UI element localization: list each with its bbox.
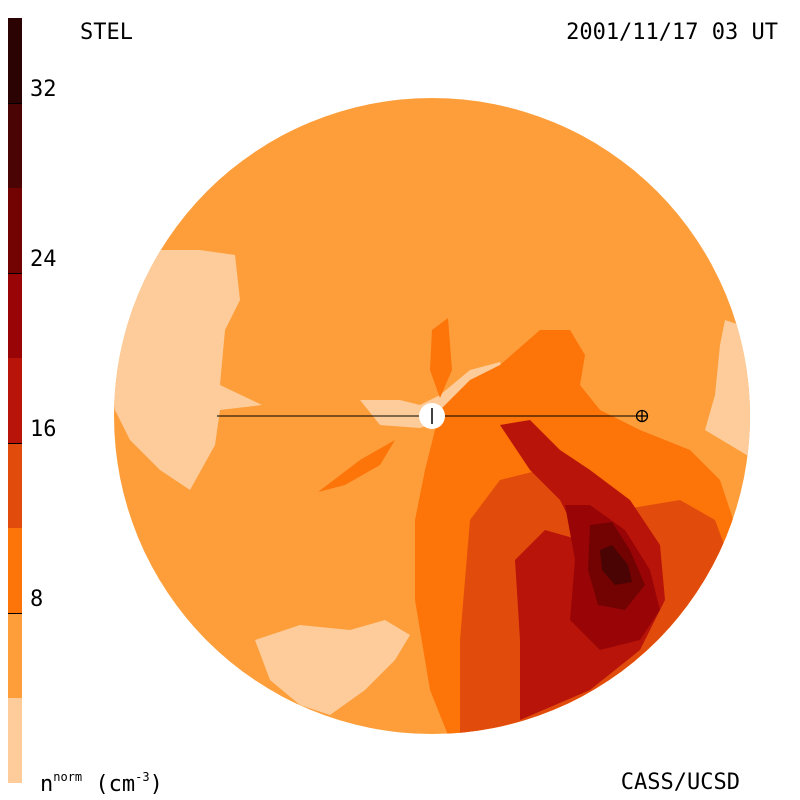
low-density-region-east [705,320,750,460]
colorbar [8,18,22,783]
colorbar-segment [8,188,22,273]
colorbar-segment [8,698,22,783]
colorbar-segment [8,443,22,528]
density-spike-north [430,318,452,398]
colorbar-segment [8,528,22,613]
colorbar-tick-label: 24 [30,247,57,272]
colorbar-tick-label: 16 [30,417,57,442]
colorbar-tick-mark [8,613,22,614]
low-density-region-sun [360,362,505,428]
colorbar-segment [8,103,22,188]
colorbar-tick-mark [8,103,22,104]
unit-label: nnorm (cm-3) [40,770,163,797]
low-density-region-south [255,620,410,715]
timestamp-label: 2001/11/17 03 UT [566,20,778,45]
colorbar-segment [8,18,22,103]
earth-icon [635,409,649,423]
credit-label: CASS/UCSD [620,770,740,795]
colorbar-tick-label: 8 [30,587,44,612]
colorbar-tick-label: 32 [30,77,57,102]
instrument-label: STEL [80,20,133,45]
colorbar-segment [8,273,22,358]
density-spike-southwest [318,440,395,492]
colorbar-tick-mark [8,443,22,444]
density-region-28-32 [600,545,632,585]
colorbar-segment [8,613,22,698]
colorbar-segment [8,358,22,443]
low-density-region-west [114,250,262,490]
colorbar-tick-mark [8,273,22,274]
